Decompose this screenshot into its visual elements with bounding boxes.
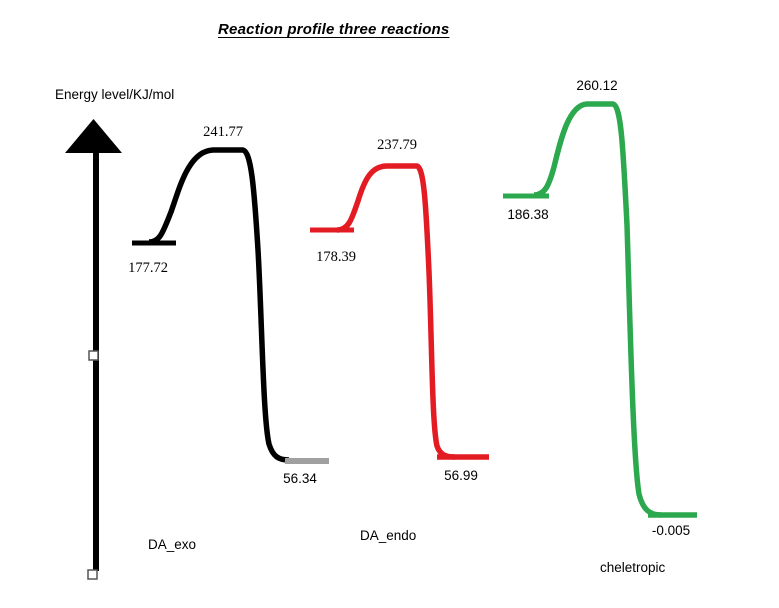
da-endo-reactant-value: 178.39 (316, 249, 356, 265)
da-endo-curve (336, 163, 456, 460)
da-exo-name: DA_exo (148, 537, 197, 552)
da-endo-transition-value: 237.79 (377, 137, 417, 153)
cheletropic-curve (533, 101, 662, 518)
da-exo-profile (132, 147, 329, 464)
cheletropic-transition-value: 260.12 (576, 78, 618, 93)
da-exo-product-value: 56.34 (283, 471, 317, 486)
cheletropic-product-value: -0.005 (651, 523, 691, 538)
da-exo-curve (148, 147, 290, 463)
cheletropic-name: cheletropic (600, 560, 666, 575)
y-axis-label: Energy level/KJ/mol (55, 87, 175, 102)
da-endo-product-value: 56.99 (444, 468, 478, 483)
da-exo-reactant-value: 177.72 (128, 260, 168, 276)
chart-title: Reaction profile three reactions (218, 21, 450, 38)
axis-selection-handle-middle[interactable] (88, 350, 99, 361)
y-axis-arrow (65, 119, 122, 580)
da-exo-transition-value: 241.77 (203, 124, 243, 140)
cheletropic-profile (503, 101, 697, 518)
cheletropic-reactant-value: 186.38 (507, 207, 549, 222)
da-endo-profile (310, 163, 489, 460)
axis-selection-handle-bottom[interactable] (87, 569, 98, 580)
y-axis-arrowhead-icon (65, 119, 122, 153)
da-endo-name: DA_endo (360, 528, 417, 543)
